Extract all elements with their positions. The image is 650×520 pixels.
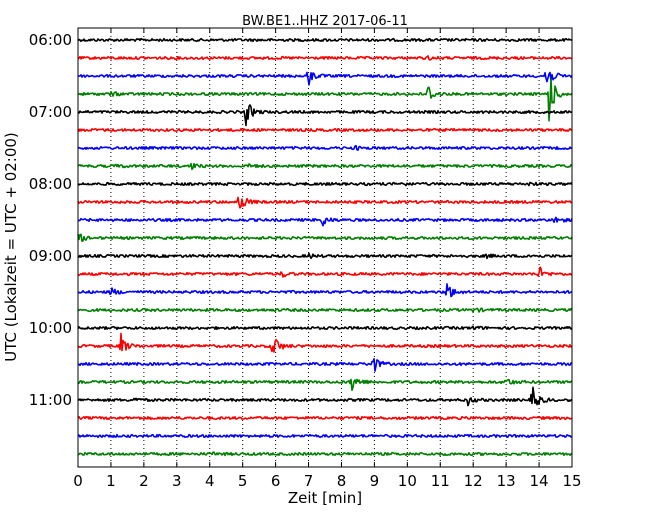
trace-07:15 xyxy=(77,127,573,133)
trace-10:30 xyxy=(77,357,573,372)
x-tick-label: 0 xyxy=(73,472,83,490)
x-tick-label: 6 xyxy=(271,472,281,490)
x-tick-label: 3 xyxy=(172,472,182,490)
traces xyxy=(77,37,573,457)
plot-area xyxy=(77,27,573,468)
y-axis: 06:00 07:00 08:00 09:00 10:00 11:00 xyxy=(29,31,572,409)
trace-06:45 xyxy=(77,78,573,122)
trace-08:45 xyxy=(77,233,573,242)
trace-11:15 xyxy=(77,415,573,421)
x-axis-label: Zeit [min] xyxy=(288,489,362,507)
trace-09:15 xyxy=(77,266,573,278)
trace-09:30 xyxy=(77,283,573,298)
trace-10:15 xyxy=(77,332,573,353)
x-tick-label: 7 xyxy=(304,472,314,490)
y-tick-label: 09:00 xyxy=(29,247,72,265)
trace-06:00 xyxy=(77,37,573,43)
trace-08:00 xyxy=(77,181,573,187)
x-tick-label: 10 xyxy=(398,472,417,490)
trace-11:30 xyxy=(77,433,573,439)
trace-07:30 xyxy=(77,144,572,151)
y-tick-label: 11:00 xyxy=(29,391,72,409)
trace-10:45 xyxy=(77,378,573,392)
trace-07:45 xyxy=(77,162,573,171)
trace-10:00 xyxy=(77,325,573,331)
x-tick-label: 1 xyxy=(106,472,116,490)
y-tick-label: 07:00 xyxy=(29,103,72,121)
x-tick-label: 2 xyxy=(139,472,149,490)
x-tick-label: 4 xyxy=(205,472,215,490)
trace-08:30 xyxy=(77,216,573,227)
trace-11:00 xyxy=(77,386,573,407)
x-tick-label: 15 xyxy=(562,472,581,490)
trace-06:15 xyxy=(77,55,573,61)
trace-08:15 xyxy=(77,196,572,209)
x-tick-label: 12 xyxy=(464,472,483,490)
trace-11:45 xyxy=(77,451,573,457)
x-tick-label: 5 xyxy=(238,472,248,490)
y-tick-label: 06:00 xyxy=(29,31,72,49)
y-tick-label: 10:00 xyxy=(29,319,72,337)
x-axis: 0 1 2 3 4 5 6 7 8 9 10 11 12 13 14 15 xyxy=(73,28,582,490)
x-tick-label: 8 xyxy=(337,472,347,490)
trace-06:30 xyxy=(77,71,573,86)
trace-09:45 xyxy=(77,307,573,313)
y-tick-label: 08:00 xyxy=(29,175,72,193)
y-axis-label: UTC (Lokalzeit = UTC + 02:00) xyxy=(2,132,20,362)
trace-07:00 xyxy=(77,104,573,127)
x-tick-label: 14 xyxy=(530,472,549,490)
x-tick-label: 11 xyxy=(431,472,450,490)
chart-title: BW.BE1..HHZ 2017-06-11 xyxy=(242,14,408,29)
x-tick-label: 9 xyxy=(370,472,380,490)
x-tick-label: 13 xyxy=(497,472,516,490)
trace-09:00 xyxy=(77,252,573,260)
